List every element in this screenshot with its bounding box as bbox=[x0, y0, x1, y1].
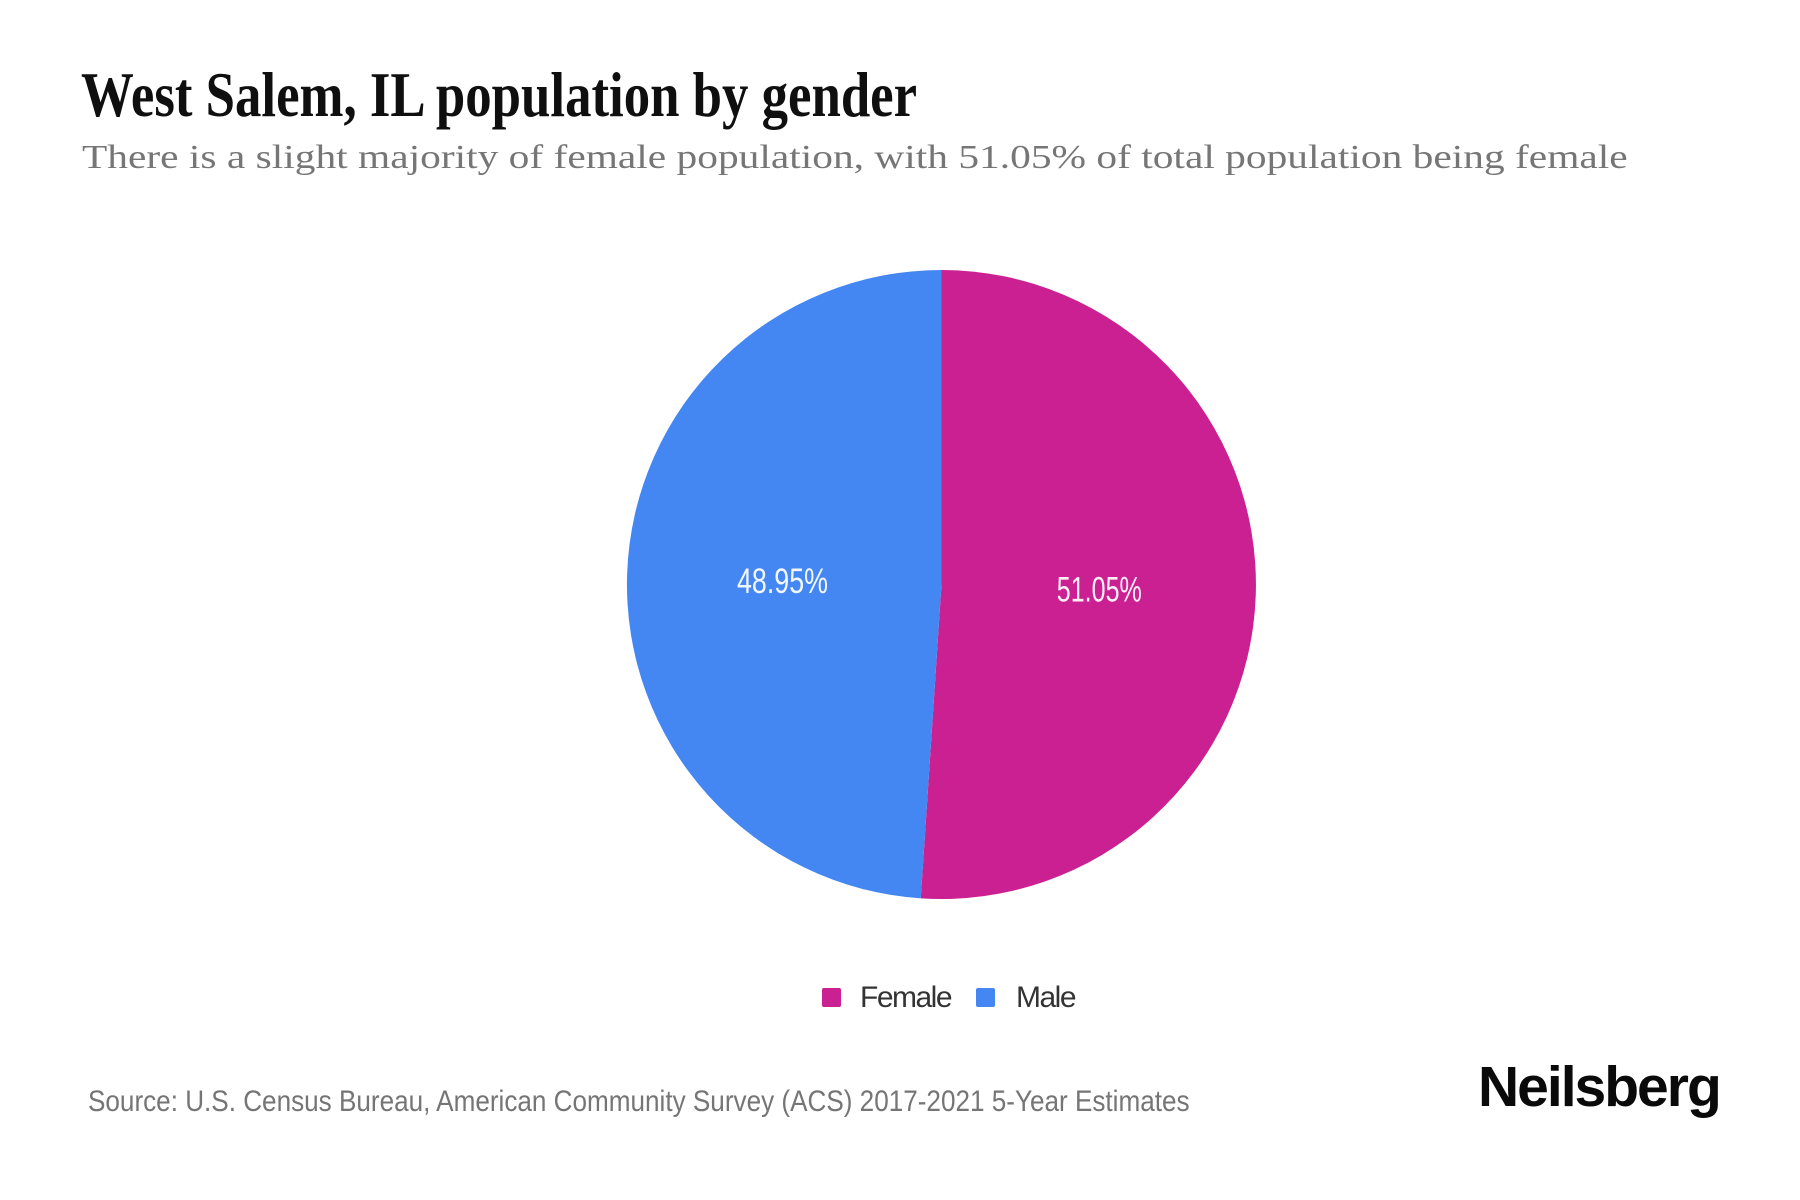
svg-text:51.05%: 51.05% bbox=[1057, 570, 1142, 609]
svg-text:48.95%: 48.95% bbox=[737, 562, 828, 601]
